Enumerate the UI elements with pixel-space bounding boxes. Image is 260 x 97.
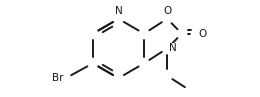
Text: N: N — [169, 43, 177, 54]
Text: O: O — [163, 6, 171, 16]
Text: N: N — [115, 6, 122, 16]
Text: O: O — [199, 29, 207, 39]
Text: Br: Br — [52, 73, 64, 83]
